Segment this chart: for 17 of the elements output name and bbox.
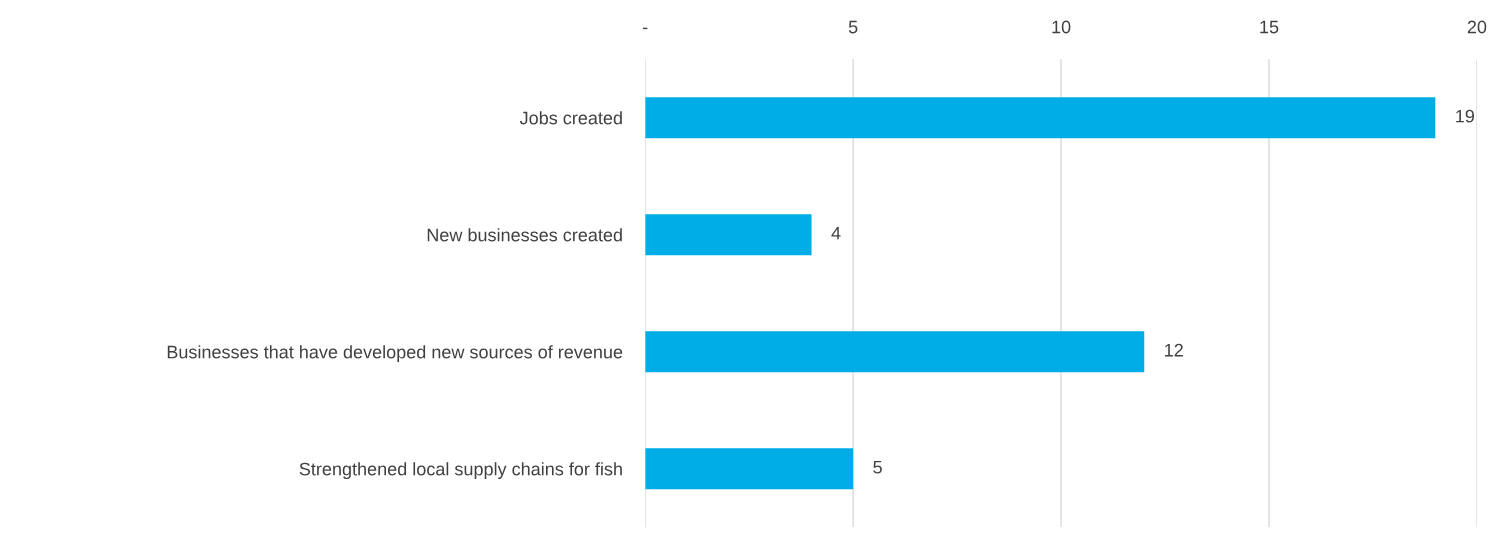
bar — [645, 448, 854, 490]
y-tick-label: Jobs created — [519, 111, 622, 125]
data-label: 19 — [1456, 109, 1475, 123]
bar — [645, 214, 812, 256]
x-tick-label: - — [643, 27, 648, 30]
x-tick-label: 10 — [1052, 20, 1071, 34]
x-tick-label: 20 — [1467, 20, 1487, 34]
y-tick-label: Businesses that have developed new sources of revenue — [167, 345, 623, 363]
bar — [645, 331, 1145, 373]
data-label: 12 — [1165, 343, 1183, 357]
y-tick-label: Strengthened local supply chains for fish — [299, 462, 622, 480]
data-label: 4 — [831, 226, 841, 240]
x-tick-label: 15 — [1260, 20, 1279, 34]
bar — [645, 97, 1436, 139]
x-tick-label: 5 — [848, 20, 858, 34]
data-label: 5 — [873, 460, 882, 474]
y-tick-label: New businesses created — [427, 228, 622, 242]
